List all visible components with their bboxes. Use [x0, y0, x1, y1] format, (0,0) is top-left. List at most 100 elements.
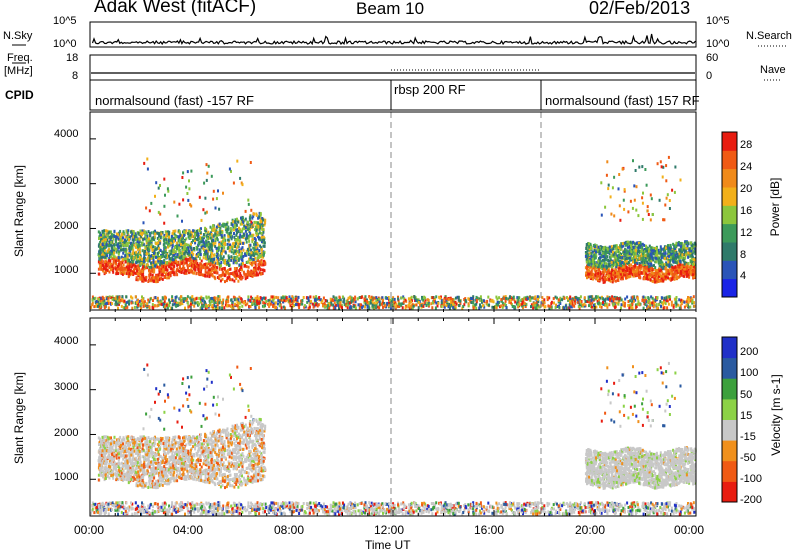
power-point: [256, 299, 259, 303]
power-point: [128, 241, 131, 245]
power-point: [104, 236, 107, 240]
power-point: [204, 300, 206, 304]
power-point: [625, 257, 628, 260]
power-point: [624, 263, 627, 267]
power-point: [183, 246, 185, 250]
power-point: [178, 263, 181, 267]
power-point: [167, 262, 170, 266]
power-point: [190, 204, 193, 208]
power-point: [673, 252, 676, 256]
power-point: [196, 264, 199, 268]
power-point: [664, 246, 667, 250]
power-point: [641, 246, 644, 249]
power-point: [630, 244, 632, 248]
power-point: [668, 262, 671, 266]
power-point: [689, 254, 692, 258]
power-point: [261, 252, 264, 255]
power-point: [622, 244, 625, 248]
power-point: [652, 273, 655, 277]
power-point: [146, 263, 149, 267]
power-point: [207, 249, 210, 253]
power-point: [642, 263, 645, 267]
power-point: [255, 225, 258, 229]
power-point: [607, 250, 610, 254]
power-point: [234, 225, 237, 229]
power-point: [204, 257, 207, 260]
power-point: [244, 229, 247, 233]
power-point: [673, 244, 676, 248]
power-point: [115, 235, 118, 239]
power-point: [618, 275, 621, 279]
power-point: [220, 261, 223, 264]
power-point: [136, 255, 139, 259]
power-point: [126, 237, 129, 241]
power-point: [609, 274, 612, 278]
power-point: [595, 266, 598, 270]
power-point: [252, 258, 255, 261]
power-point: [617, 262, 620, 265]
power-point: [673, 257, 676, 261]
power-point: [145, 258, 148, 262]
power-point: [250, 295, 253, 299]
power-point: [230, 228, 233, 232]
power-point: [199, 262, 202, 266]
power-point: [123, 271, 126, 275]
power-point: [233, 241, 236, 245]
power-point: [99, 241, 102, 244]
power-point: [659, 160, 662, 164]
power-point: [687, 251, 690, 255]
power-point: [172, 254, 175, 258]
power-point: [674, 259, 676, 263]
power-point: [226, 259, 229, 263]
power-point: [123, 241, 126, 245]
power-point: [240, 276, 243, 280]
power-point: [679, 256, 682, 259]
power-point: [133, 243, 136, 247]
power-point: [612, 261, 615, 265]
power-point: [603, 280, 606, 284]
power-point: [660, 270, 663, 274]
power-point: [131, 238, 134, 242]
power-point: [169, 271, 172, 275]
power-point: [602, 280, 605, 284]
power-point: [164, 276, 167, 279]
power-point: [674, 165, 677, 169]
power-point: [668, 199, 671, 202]
power-point: [641, 242, 644, 246]
power-point: [680, 298, 683, 302]
power-point: [165, 238, 168, 242]
power-point: [425, 304, 428, 307]
power-point: [223, 222, 226, 226]
power-point: [631, 245, 634, 249]
power-point: [128, 253, 131, 257]
power-point: [181, 261, 184, 265]
power-point: [137, 241, 140, 245]
power-point: [221, 277, 224, 281]
power-point: [260, 235, 263, 239]
power-point: [654, 251, 657, 255]
power-point: [619, 254, 621, 257]
power-point: [617, 302, 620, 306]
power-point: [590, 244, 593, 248]
power-point: [254, 269, 257, 273]
power-point: [183, 252, 186, 256]
power-point: [608, 295, 611, 299]
power-point: [596, 265, 599, 269]
power-point: [608, 263, 610, 267]
power-point: [196, 253, 198, 256]
power-point: [593, 261, 596, 265]
power-point: [248, 239, 251, 243]
power-point: [148, 231, 151, 235]
power-point: [126, 253, 129, 257]
power-point: [108, 270, 111, 274]
power-point: [262, 259, 265, 263]
power-point: [246, 276, 249, 279]
power-point: [682, 274, 685, 278]
power-point: [104, 270, 107, 274]
power-point: [614, 260, 617, 264]
power-point: [150, 254, 152, 258]
power-point: [185, 185, 188, 189]
power-point: [632, 253, 635, 256]
power-point: [142, 256, 145, 260]
power-point: [557, 300, 560, 304]
